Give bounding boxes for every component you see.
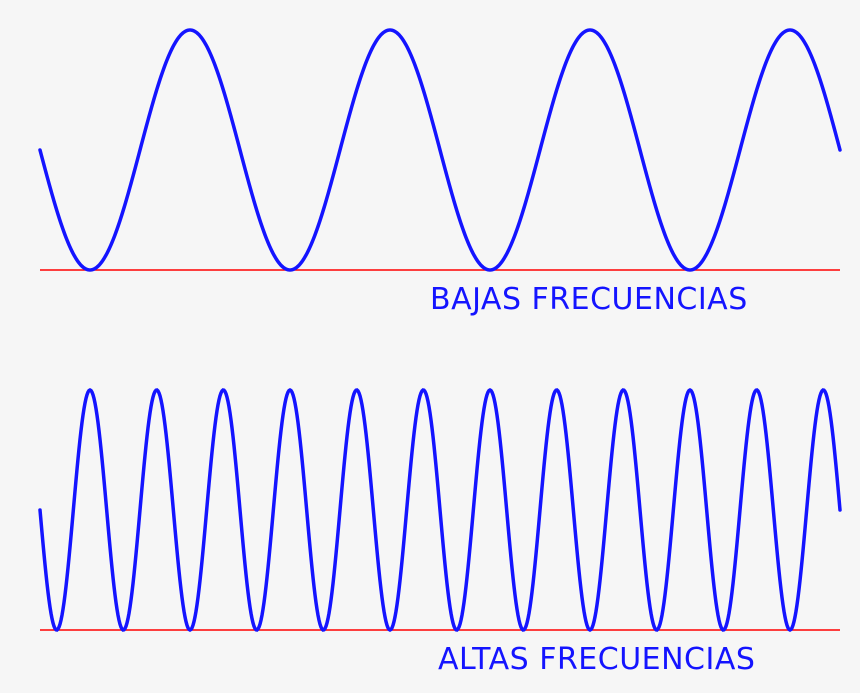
diagram-canvas: BAJAS FRECUENCIAS ALTAS FRECUENCIAS	[0, 0, 860, 693]
wave-svg	[0, 0, 860, 693]
low-frequency-label: BAJAS FRECUENCIAS	[430, 282, 748, 317]
sine-wave	[40, 390, 840, 630]
sine-wave	[40, 30, 840, 270]
high-frequency-label: ALTAS FRECUENCIAS	[438, 642, 755, 677]
